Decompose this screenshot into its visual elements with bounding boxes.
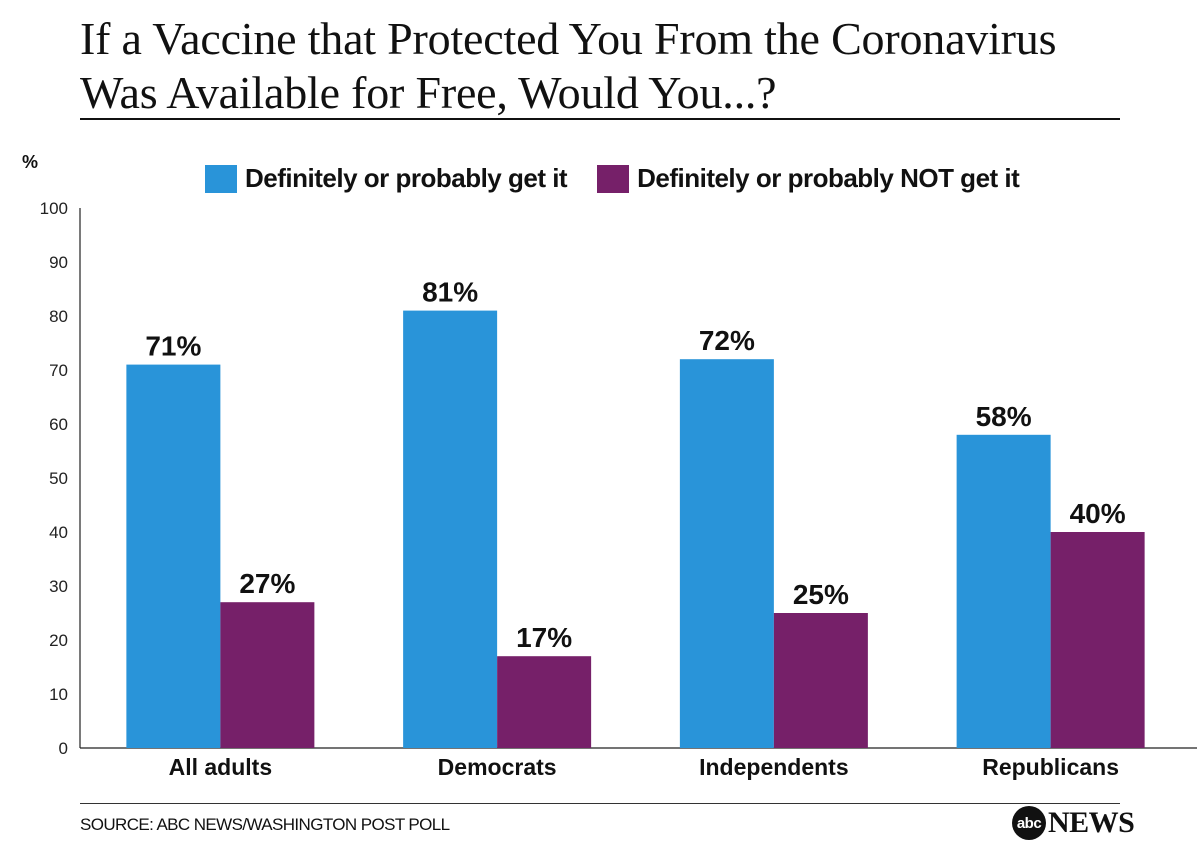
bar-not-get-it <box>220 602 315 748</box>
bar-not-get-it <box>773 613 868 748</box>
legend-label-get-it: Definitely or probably get it <box>245 163 568 193</box>
bar-get-it <box>956 434 1051 748</box>
legend-swatch-get-it <box>205 164 237 193</box>
bar-not-get-it <box>1050 532 1145 748</box>
y-tick-label: 20 <box>49 631 68 650</box>
title-divider <box>80 118 1120 120</box>
chart-legend: Definitely or probably get it Definitely… <box>205 163 1049 194</box>
legend-swatch-not-get-it <box>597 164 630 193</box>
data-label: 71% <box>145 331 201 362</box>
data-label: 72% <box>699 325 755 356</box>
data-label: 27% <box>239 568 295 599</box>
bar-get-it <box>126 364 221 748</box>
news-logo-text: NEWS <box>1048 806 1135 839</box>
legend-label-not-get-it: Definitely or probably NOT get it <box>637 163 1020 193</box>
y-tick-label: 50 <box>49 469 68 488</box>
y-tick-label: 100 <box>40 199 68 218</box>
y-tick-label: 70 <box>49 361 68 380</box>
data-label: 17% <box>516 622 572 653</box>
y-tick-label: 0 <box>59 739 68 758</box>
y-tick-label: 80 <box>49 307 68 326</box>
y-tick-label: 60 <box>49 415 68 434</box>
chart-title: If a Vaccine that Protected You From the… <box>80 13 1057 118</box>
bar-chart: 0 10 20 30 40 50 60 70 80 90 100 71% 27% All adults 81… <box>40 199 1197 780</box>
x-category-label: Independents <box>699 754 849 780</box>
data-label: 40% <box>1070 498 1126 529</box>
abc-logo-mark: abc <box>1012 806 1046 840</box>
y-axis-unit-label: % <box>22 152 39 172</box>
x-category-label: Republicans <box>982 754 1119 780</box>
data-label: 25% <box>793 579 849 610</box>
data-label: 58% <box>976 401 1032 432</box>
bar-get-it <box>679 359 774 748</box>
abc-news-logo: abc NEWS <box>1012 806 1135 840</box>
y-tick-label: 90 <box>49 253 68 272</box>
footer-divider <box>80 803 1120 804</box>
x-category-label: Democrats <box>438 754 557 780</box>
source-note: SOURCE: ABC NEWS/WASHINGTON POST POLL <box>80 815 450 834</box>
data-label: 81% <box>422 277 478 308</box>
legend-item-not-get-it: Definitely or probably NOT get it <box>597 163 1020 194</box>
y-tick-label: 40 <box>49 523 68 542</box>
bar-get-it <box>403 310 498 748</box>
x-category-label: All adults <box>169 754 273 780</box>
bar-not-get-it <box>497 656 592 748</box>
y-tick-label: 10 <box>49 685 68 704</box>
legend-item-get-it: Definitely or probably get it <box>205 163 568 194</box>
y-tick-label: 30 <box>49 577 68 596</box>
